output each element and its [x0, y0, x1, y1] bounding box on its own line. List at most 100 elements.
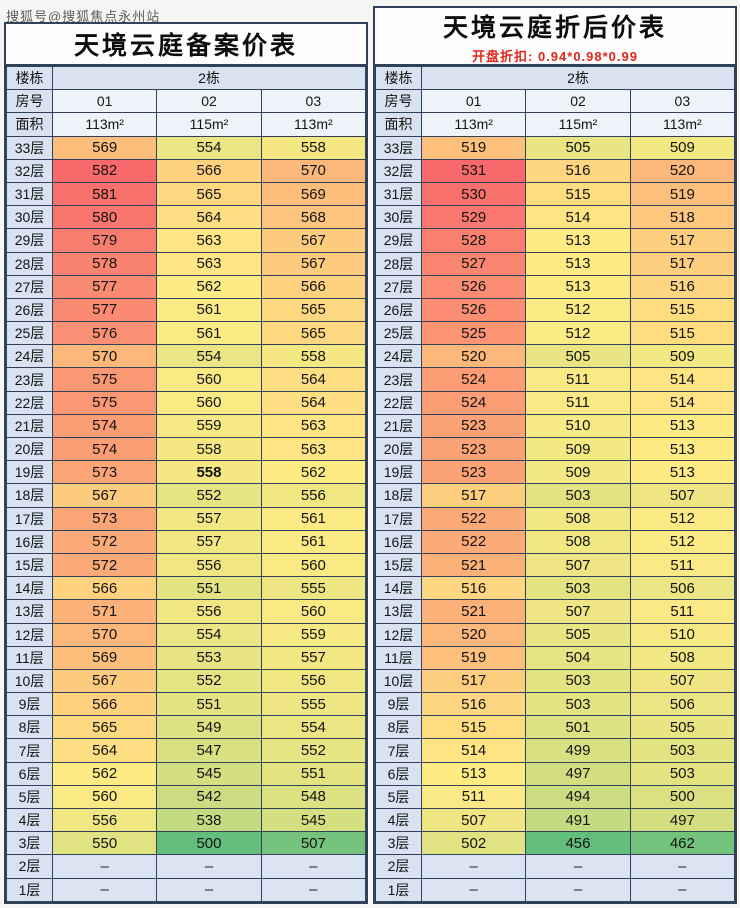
empty-price-cell: –	[525, 854, 631, 879]
discount-formula: 开盘折扣: 0.94*0.98*0.99	[472, 48, 638, 64]
floor-row: 8层 565 549 554	[6, 715, 367, 740]
price-cell: 499	[525, 738, 631, 763]
price-cell: 514	[420, 738, 527, 763]
price-cell: 514	[629, 367, 736, 392]
floor-label-cell: 26层	[6, 297, 53, 323]
price-cell: 568	[260, 205, 367, 230]
floor-label-cell: 12层	[6, 622, 53, 647]
price-cell: 570	[51, 344, 158, 369]
floor-label-cell: 10层	[6, 668, 53, 694]
floor-row: 18层 567 552 556	[6, 483, 367, 508]
floor-row: 32层 531 516 520	[375, 158, 736, 183]
floor-label-cell: 3层	[6, 831, 53, 856]
price-cell: 511	[629, 552, 736, 578]
price-cell: 507	[629, 668, 736, 694]
floor-label-cell: 9层	[6, 692, 53, 717]
price-cell: 538	[156, 807, 262, 833]
floor-row: 33层 519 505 509	[375, 135, 736, 160]
floor-label-cell: 1层	[375, 877, 422, 903]
floor-label-cell: 24层	[6, 344, 53, 369]
floor-row: 11层 519 504 508	[375, 645, 736, 670]
price-cell: 516	[629, 274, 736, 299]
price-cell: 552	[156, 483, 262, 508]
floor-row: 31层 530 515 519	[375, 181, 736, 207]
floor-row: 11层 569 553 557	[6, 645, 367, 670]
price-cell: 564	[51, 738, 158, 763]
price-cell: 513	[525, 228, 631, 253]
price-cell: 504	[525, 645, 631, 670]
price-cell: 507	[420, 807, 527, 833]
price-cell: 505	[525, 344, 631, 369]
room-number-cell: 03	[629, 89, 736, 114]
price-cell: 567	[51, 483, 158, 508]
floor-label-cell: 8层	[375, 715, 422, 740]
price-cell: 519	[420, 135, 527, 160]
price-cell: 509	[525, 436, 631, 462]
price-cell: 503	[525, 692, 631, 717]
floor-label-cell: 4层	[375, 807, 422, 833]
price-cell: 555	[260, 576, 367, 601]
floor-label-cell: 2层	[375, 854, 422, 879]
floor-label-cell: 13层	[375, 599, 422, 624]
floor-row: 7层 564 547 552	[6, 738, 367, 763]
empty-price-cell: –	[51, 854, 158, 879]
floor-label-cell: 29层	[375, 228, 422, 253]
price-cell: 548	[260, 784, 367, 810]
price-cell: 512	[629, 529, 736, 554]
price-cell: 516	[420, 576, 527, 601]
floor-label-cell: 8层	[6, 715, 53, 740]
floor-row: 3层 550 500 507	[6, 831, 367, 856]
floor-row: 24层 570 554 558	[6, 344, 367, 369]
price-cell: 565	[51, 715, 158, 740]
price-cell: 562	[51, 761, 158, 786]
price-cell: 552	[260, 738, 367, 763]
price-cell: 528	[420, 228, 527, 253]
floor-label-cell: 17层	[6, 506, 53, 531]
price-cell: 516	[525, 158, 631, 183]
price-cell: 556	[260, 668, 367, 694]
floor-row: 30层 580 564 568	[6, 205, 367, 230]
price-cell: 510	[525, 413, 631, 439]
price-cell: 507	[525, 552, 631, 578]
price-cell: 523	[420, 413, 527, 439]
floor-label-cell: 30层	[6, 205, 53, 230]
recorded-price-table-frame: 天境云庭备案价表 楼栋 2栋 房号 01 02 03 面积 113m² 115m² 113m² 33…	[4, 22, 368, 904]
price-cell: 562	[260, 460, 367, 485]
floor-row: 19层 573 558 562	[6, 460, 367, 485]
price-cell: 515	[629, 297, 736, 323]
floor-label-cell: 5层	[375, 784, 422, 810]
price-cell: 557	[156, 506, 262, 531]
price-cell: 527	[420, 251, 527, 276]
price-cell: 578	[51, 251, 158, 276]
floor-row: 17层 573 557 561	[6, 506, 367, 531]
floor-label-cell: 11层	[375, 645, 422, 670]
price-cell: 579	[51, 228, 158, 253]
price-cell: 523	[420, 460, 527, 485]
floor-row: 29层 528 513 517	[375, 228, 736, 253]
price-cell: 530	[420, 181, 527, 207]
recorded-price-table-section: 天境云庭备案价表 楼栋 2栋 房号 01 02 03 面积 113m² 115m² 113m² 33…	[4, 6, 368, 904]
room-number-cell: 02	[525, 89, 631, 114]
price-cell: 545	[260, 807, 367, 833]
building-label-cell: 楼栋	[375, 65, 422, 91]
floor-row: 9层 566 551 555	[6, 692, 367, 717]
floor-row: 6层 562 545 551	[6, 761, 367, 786]
price-cell: 556	[51, 807, 158, 833]
area-label-cell: 面积	[6, 112, 53, 137]
area-cell: 113m²	[420, 112, 527, 137]
floor-label-cell: 24层	[375, 344, 422, 369]
floor-label-cell: 18层	[375, 483, 422, 508]
floor-row: 20层 574 558 563	[6, 436, 367, 462]
empty-price-cell: –	[420, 854, 527, 879]
price-cell: 554	[156, 344, 262, 369]
floor-label-cell: 17层	[375, 506, 422, 531]
price-cell: 574	[51, 436, 158, 462]
price-cell: 513	[525, 251, 631, 276]
floor-row: 28层 578 563 567	[6, 251, 367, 276]
floor-label-cell: 30层	[375, 205, 422, 230]
building-label-cell: 楼栋	[6, 65, 53, 91]
price-cell: 513	[629, 460, 736, 485]
price-cell: 508	[629, 645, 736, 670]
price-cell: 509	[629, 344, 736, 369]
floor-label-cell: 21层	[6, 413, 53, 439]
